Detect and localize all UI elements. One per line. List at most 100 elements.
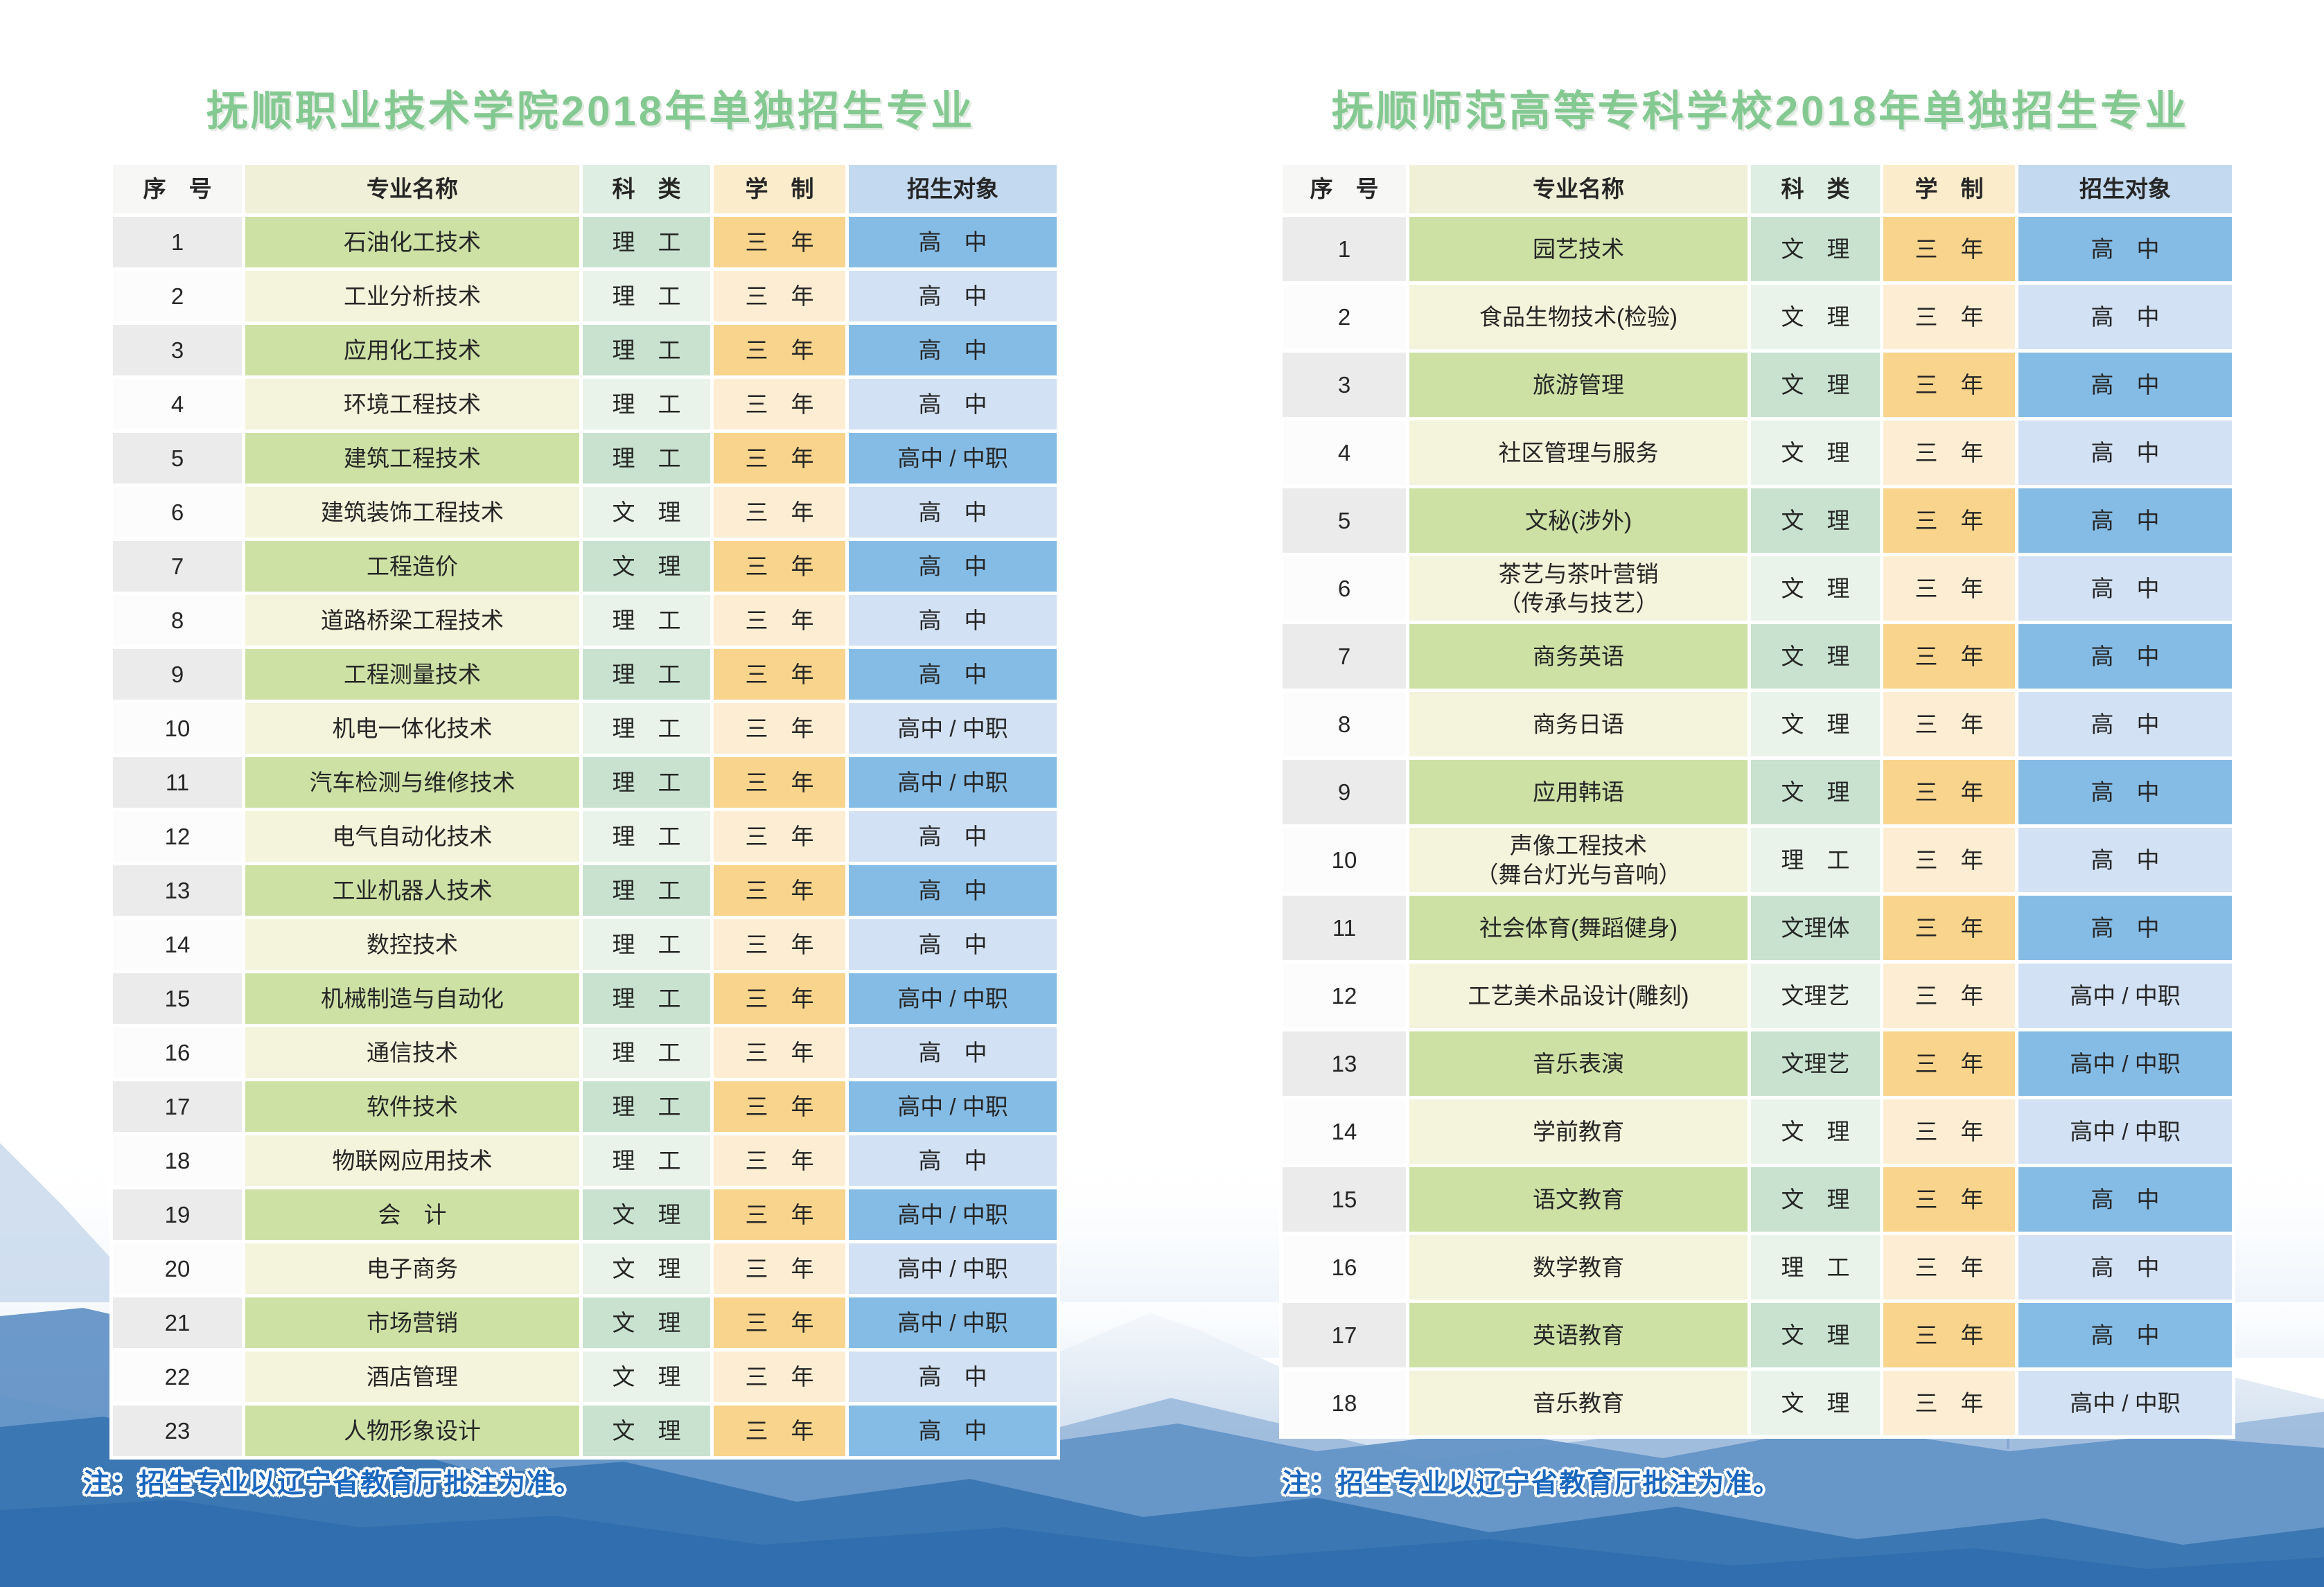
cell-duration: 三 年 xyxy=(714,919,845,970)
cell-duration: 三 年 xyxy=(714,703,845,754)
table-row: 2 食品生物技术(检验) 文 理三 年高 中 xyxy=(1283,285,2232,349)
right-table-panel: 序 号专业名称科 类学 制招生对象 1 园艺技术文 理三 年高 中 2 食品生物技术(检… xyxy=(1279,161,2235,1439)
table-row: 8 商务日语文 理三 年高 中 xyxy=(1283,692,2232,756)
cell-major-name: 音乐表演 xyxy=(1409,1031,1748,1096)
cell-target: 高 中 xyxy=(849,865,1057,916)
cell-major-name: 工艺美术品设计(雕刻) xyxy=(1409,964,1748,1028)
cell-target: 高 中 xyxy=(2018,896,2232,960)
header-row: 序 号专业名称科 类学 制招生对象 xyxy=(113,165,1057,213)
cell-category: 文 理 xyxy=(1751,556,1880,621)
cell-major-name: 数控技术 xyxy=(245,919,579,970)
table-row: 10 机电一体化技术理 工三 年高中 / 中职 xyxy=(113,703,1057,754)
cell-major-name: 学前教育 xyxy=(1409,1099,1748,1164)
cell-seq: 15 xyxy=(1283,1167,1406,1232)
left-majors-table: 序 号专业名称科 类学 制招生对象 1 石油化工技术理 工三 年高 中 2 工业分析技术… xyxy=(109,161,1060,1460)
cell-seq: 17 xyxy=(113,1081,242,1132)
table-row: 1 石油化工技术理 工三 年高 中 xyxy=(113,217,1057,267)
cell-seq: 22 xyxy=(113,1351,242,1402)
cell-major-name: 工程测量技术 xyxy=(245,649,579,700)
cell-duration: 三 年 xyxy=(1883,285,2015,349)
cell-seq: 2 xyxy=(113,271,242,321)
cell-category: 理 工 xyxy=(1751,828,1880,892)
cell-duration: 三 年 xyxy=(714,811,845,862)
cell-category: 文 理 xyxy=(1751,692,1880,756)
table-row: 1 园艺技术文 理三 年高 中 xyxy=(1283,217,2232,281)
cell-seq: 12 xyxy=(113,811,242,862)
cell-target: 高 中 xyxy=(2018,1235,2232,1300)
table-row: 7 工程造价文 理三 年高 中 xyxy=(113,541,1057,592)
table-row: 17 英语教育文 理三 年高 中 xyxy=(1283,1303,2232,1367)
cell-major-name: 工程造价 xyxy=(245,541,579,592)
cell-seq: 2 xyxy=(1283,285,1406,349)
cell-duration: 三 年 xyxy=(714,1135,845,1186)
cell-target: 高中 / 中职 xyxy=(849,703,1057,754)
table-row: 11 社会体育(舞蹈健身) 文理体三 年高 中 xyxy=(1283,896,2232,960)
cell-target: 高 中 xyxy=(2018,828,2232,892)
cell-category: 理 工 xyxy=(583,1027,710,1078)
cell-major-name: 建筑工程技术 xyxy=(245,433,579,484)
table-row: 2 工业分析技术理 工三 年高 中 xyxy=(113,271,1057,321)
cell-target: 高中 / 中职 xyxy=(2018,1099,2232,1164)
table-row: 9 工程测量技术理 工三 年高 中 xyxy=(113,649,1057,700)
cell-category: 文 理 xyxy=(583,487,710,538)
cell-major-name: 工业分析技术 xyxy=(245,271,579,321)
cell-duration: 三 年 xyxy=(1883,828,2015,892)
cell-major-name: 会 计 xyxy=(245,1189,579,1240)
cell-seq: 8 xyxy=(1283,692,1406,756)
cell-seq: 11 xyxy=(113,757,242,808)
cell-duration: 三 年 xyxy=(1883,1031,2015,1096)
cell-major-name: 社区管理与服务 xyxy=(1409,420,1748,485)
column-header-duration: 学 制 xyxy=(1883,165,2015,213)
table-row: 6 茶艺与茶叶营销 （传承与技艺）文 理三 年高 中 xyxy=(1283,556,2232,621)
cell-category: 文 理 xyxy=(1751,353,1880,417)
cell-seq: 3 xyxy=(1283,353,1406,417)
cell-major-name: 道路桥梁工程技术 xyxy=(245,595,579,646)
cell-major-name: 机电一体化技术 xyxy=(245,703,579,754)
table-row: 13 工业机器人技术理 工三 年高 中 xyxy=(113,865,1057,916)
cell-category: 理 工 xyxy=(583,595,710,646)
cell-category: 文 理 xyxy=(583,1351,710,1402)
cell-duration: 三 年 xyxy=(714,379,845,429)
left-college-title: 抚顺职业技术学院2018年单独招生专业 xyxy=(206,88,976,134)
cell-category: 文理艺 xyxy=(1751,964,1880,1028)
cell-major-name: 软件技术 xyxy=(245,1081,579,1132)
cell-seq: 15 xyxy=(113,973,242,1024)
cell-duration: 三 年 xyxy=(1883,353,2015,417)
cell-major-name: 工业机器人技术 xyxy=(245,865,579,916)
right-college-title: 抚顺师范高等专科学校2018年单独招生专业 xyxy=(1331,88,2190,134)
table-row: 18 音乐教育文 理三 年高中 / 中职 xyxy=(1283,1371,2232,1435)
table-row: 10 声像工程技术 （舞台灯光与音响）理 工三 年高 中 xyxy=(1283,828,2232,892)
cell-duration: 三 年 xyxy=(714,1081,845,1132)
cell-target: 高 中 xyxy=(849,811,1057,862)
cell-duration: 三 年 xyxy=(714,595,845,646)
cell-major-name: 语文教育 xyxy=(1409,1167,1748,1232)
cell-category: 文 理 xyxy=(1751,488,1880,553)
column-header-seq: 序 号 xyxy=(113,165,242,213)
cell-category: 文 理 xyxy=(583,1189,710,1240)
cell-target: 高 中 xyxy=(2018,1167,2232,1232)
column-header-major-name: 专业名称 xyxy=(245,165,579,213)
cell-target: 高 中 xyxy=(2018,556,2232,621)
cell-seq: 7 xyxy=(1283,624,1406,689)
cell-target: 高中 / 中职 xyxy=(849,433,1057,484)
cell-target: 高 中 xyxy=(849,1027,1057,1078)
cell-duration: 三 年 xyxy=(1883,760,2015,824)
cell-target: 高中 / 中职 xyxy=(849,1243,1057,1294)
cell-category: 理 工 xyxy=(583,649,710,700)
cell-category: 理 工 xyxy=(583,1081,710,1132)
cell-target: 高 中 xyxy=(2018,760,2232,824)
table-row: 3 应用化工技术理 工三 年高 中 xyxy=(113,325,1057,375)
cell-seq: 19 xyxy=(113,1189,242,1240)
cell-duration: 三 年 xyxy=(1883,692,2015,756)
cell-category: 文 理 xyxy=(1751,217,1880,281)
cell-category: 文 理 xyxy=(1751,420,1880,485)
cell-category: 文 理 xyxy=(1751,1099,1880,1164)
cell-major-name: 茶艺与茶叶营销 （传承与技艺） xyxy=(1409,556,1748,621)
table-row: 23 人物形象设计文 理三 年高 中 xyxy=(113,1406,1057,1456)
table-row: 15 语文教育文 理三 年高 中 xyxy=(1283,1167,2232,1232)
cell-target: 高中 / 中职 xyxy=(849,1297,1057,1348)
cell-seq: 6 xyxy=(113,487,242,538)
cell-seq: 5 xyxy=(1283,488,1406,553)
table-row: 14 学前教育文 理三 年高中 / 中职 xyxy=(1283,1099,2232,1164)
